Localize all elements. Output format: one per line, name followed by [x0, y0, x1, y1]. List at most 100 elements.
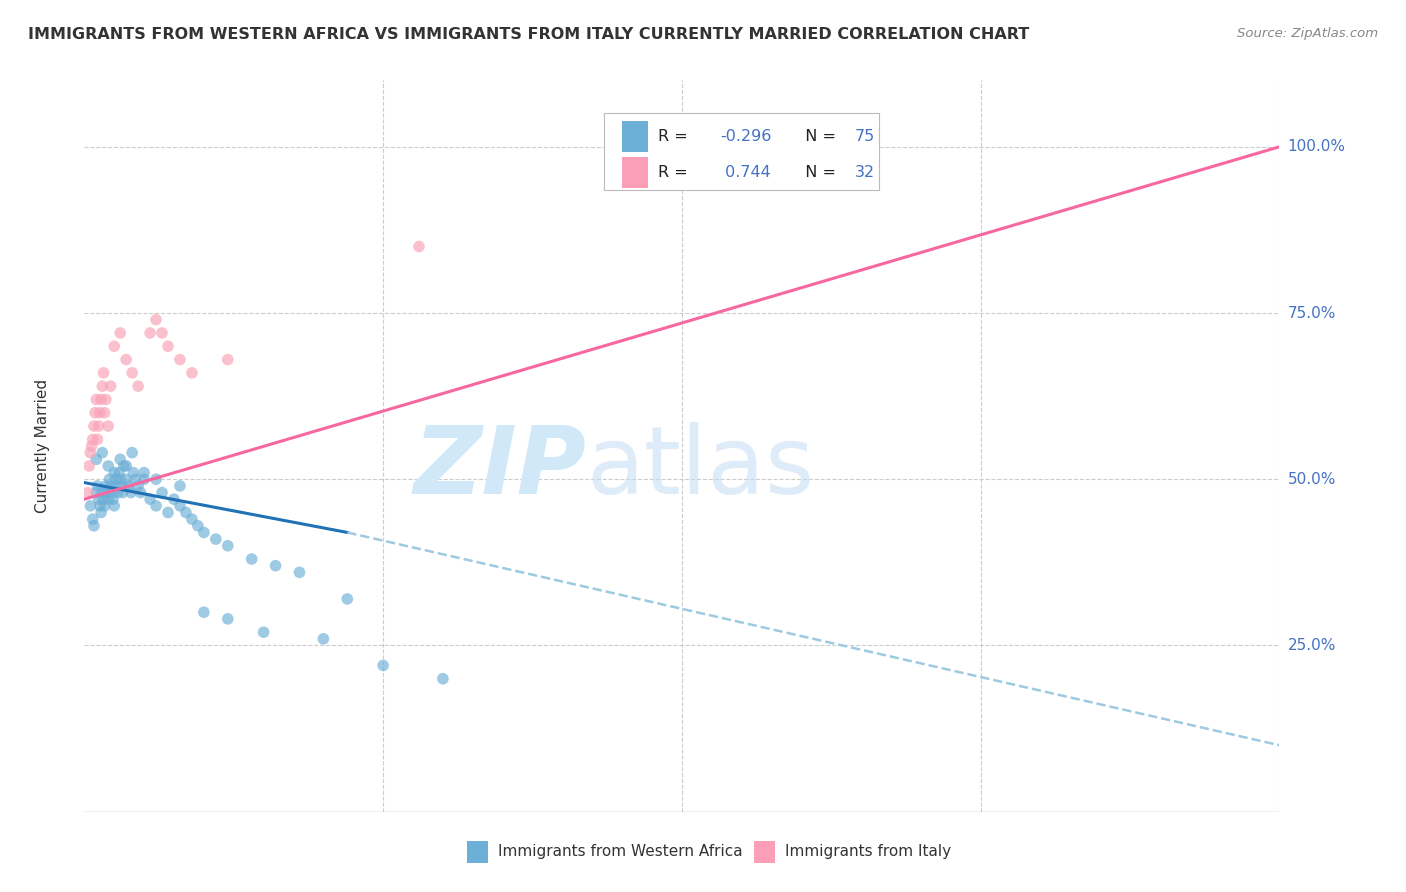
- Point: [103, 466, 125, 480]
- Text: N =: N =: [796, 165, 842, 180]
- Point: [86, 392, 108, 407]
- Point: [91, 445, 114, 459]
- Point: [86, 433, 108, 447]
- Point: [125, 472, 148, 486]
- Point: [86, 485, 108, 500]
- Point: [97, 492, 120, 507]
- Point: [93, 406, 115, 420]
- Point: [115, 458, 138, 473]
- Point: [253, 625, 276, 640]
- Point: [108, 466, 131, 480]
- Point: [82, 433, 104, 447]
- Point: [169, 479, 191, 493]
- Point: [94, 479, 117, 493]
- Point: [145, 499, 167, 513]
- Text: R =: R =: [658, 165, 693, 180]
- Point: [336, 591, 359, 606]
- Point: [139, 326, 162, 340]
- Point: [107, 485, 129, 500]
- Point: [169, 352, 191, 367]
- Point: [217, 539, 239, 553]
- Point: [193, 605, 215, 619]
- Point: [77, 458, 100, 473]
- Point: [79, 499, 101, 513]
- Point: [117, 479, 139, 493]
- Point: [96, 485, 118, 500]
- Point: [312, 632, 335, 646]
- Point: [97, 458, 120, 473]
- Point: [77, 485, 100, 500]
- Point: [139, 492, 162, 507]
- Point: [105, 479, 128, 493]
- Point: [90, 506, 112, 520]
- Text: Immigrants from Italy: Immigrants from Italy: [785, 845, 950, 860]
- Point: [150, 326, 173, 340]
- Text: R =: R =: [658, 128, 693, 144]
- Text: Currently Married: Currently Married: [35, 379, 51, 513]
- Point: [150, 485, 173, 500]
- Point: [90, 392, 112, 407]
- Point: [120, 485, 142, 500]
- Point: [86, 479, 108, 493]
- FancyBboxPatch shape: [605, 113, 879, 190]
- Point: [94, 392, 117, 407]
- Point: [103, 499, 125, 513]
- Text: 25.0%: 25.0%: [1288, 638, 1336, 653]
- Point: [187, 518, 209, 533]
- Text: atlas: atlas: [586, 422, 814, 514]
- Point: [110, 479, 132, 493]
- Point: [91, 485, 114, 500]
- Point: [91, 379, 114, 393]
- Text: 32: 32: [855, 165, 876, 180]
- Point: [97, 419, 120, 434]
- Point: [110, 326, 132, 340]
- Text: IMMIGRANTS FROM WESTERN AFRICA VS IMMIGRANTS FROM ITALY CURRENTLY MARRIED CORREL: IMMIGRANTS FROM WESTERN AFRICA VS IMMIGR…: [28, 27, 1029, 42]
- Point: [122, 466, 145, 480]
- Text: 50.0%: 50.0%: [1288, 472, 1336, 487]
- Point: [87, 492, 110, 507]
- Text: 0.744: 0.744: [720, 165, 770, 180]
- Point: [240, 552, 263, 566]
- Point: [104, 472, 127, 486]
- FancyBboxPatch shape: [623, 157, 648, 188]
- Text: 100.0%: 100.0%: [1288, 139, 1346, 154]
- Point: [110, 452, 132, 467]
- Point: [129, 485, 152, 500]
- Point: [83, 518, 105, 533]
- Point: [163, 492, 186, 507]
- Point: [93, 492, 115, 507]
- Text: ZIP: ZIP: [413, 422, 586, 514]
- Point: [84, 406, 107, 420]
- Point: [115, 472, 138, 486]
- Point: [103, 339, 125, 353]
- Point: [82, 512, 104, 526]
- Point: [101, 485, 124, 500]
- Point: [98, 472, 121, 486]
- Point: [193, 525, 215, 540]
- Point: [181, 512, 204, 526]
- Text: -0.296: -0.296: [720, 128, 772, 144]
- FancyBboxPatch shape: [754, 841, 775, 863]
- Point: [145, 472, 167, 486]
- Text: 75.0%: 75.0%: [1288, 306, 1336, 320]
- Point: [432, 672, 454, 686]
- Point: [181, 366, 204, 380]
- Point: [157, 506, 180, 520]
- FancyBboxPatch shape: [623, 121, 648, 152]
- FancyBboxPatch shape: [467, 841, 488, 863]
- Point: [89, 499, 111, 513]
- Point: [110, 472, 132, 486]
- Point: [80, 439, 103, 453]
- Point: [100, 379, 122, 393]
- Text: N =: N =: [796, 128, 842, 144]
- Point: [217, 612, 239, 626]
- Point: [93, 366, 115, 380]
- Point: [264, 558, 287, 573]
- Point: [373, 658, 395, 673]
- Text: 75: 75: [855, 128, 876, 144]
- Point: [408, 239, 430, 253]
- Point: [127, 379, 149, 393]
- Point: [132, 466, 156, 480]
- Point: [217, 352, 239, 367]
- Point: [111, 485, 134, 500]
